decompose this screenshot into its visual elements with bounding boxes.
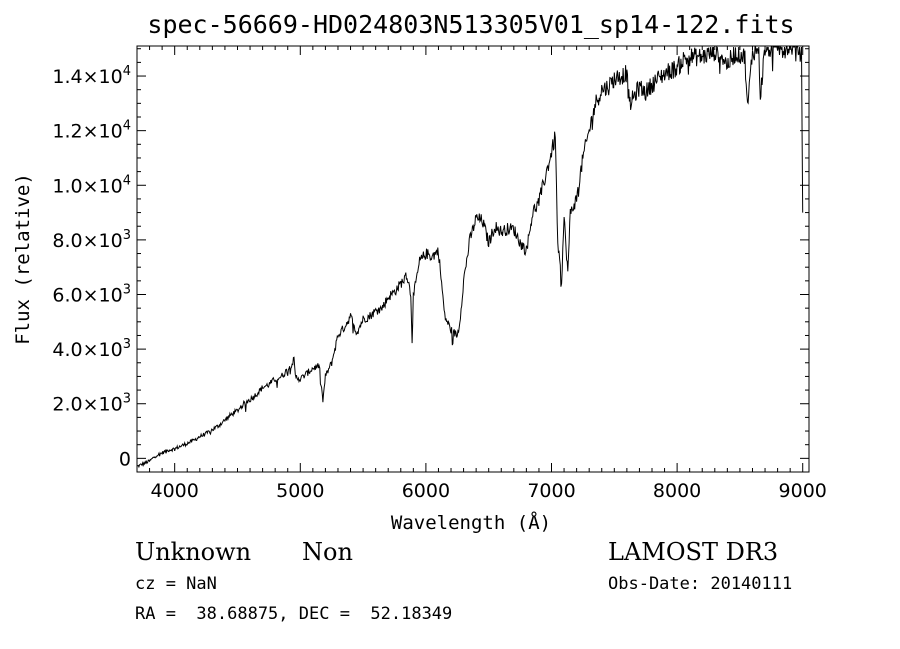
- class-label: Non: [302, 538, 353, 566]
- redshift-text: cz = NaN: [135, 574, 217, 594]
- obs-date-text: Obs-Date: 20140111: [608, 574, 793, 594]
- x-axis-label: Wavelength (Å): [391, 511, 551, 534]
- y-tick-label: 0: [119, 448, 131, 470]
- y-tick-label: 6.0×103: [52, 283, 131, 307]
- y-tick-label: 4.0×103: [52, 337, 131, 361]
- x-tick-label: 5000: [276, 480, 324, 502]
- y-tick-label: 2.0×103: [52, 392, 131, 416]
- axis-ticks: [136, 46, 809, 472]
- y-tick-label: 1.2×104: [52, 119, 131, 143]
- y-tick-label: 1.4×104: [52, 64, 131, 88]
- spectrum-line: [136, 46, 804, 469]
- spectrum-plot: spec-56669-HD024803N513305V01_sp14-122.f…: [12, 10, 827, 534]
- x-tick-label: 7000: [527, 480, 575, 502]
- chart-title: spec-56669-HD024803N513305V01_sp14-122.f…: [147, 10, 794, 39]
- x-tick-labels: 4000 5000 6000 7000 8000 9000: [151, 480, 827, 502]
- x-tick-label: 8000: [653, 480, 701, 502]
- y-tick-labels: 0 2.0×103 4.0×103 6.0×103 8.0×103 1.0×104 1.2×…: [52, 64, 131, 470]
- plot-frame: [136, 45, 810, 473]
- x-tick-label: 9000: [779, 480, 827, 502]
- survey-label: LAMOST DR3: [608, 538, 779, 566]
- y-tick-label: 1.0×104: [52, 173, 131, 197]
- coordinates-text: RA = 38.68875, DEC = 52.18349: [135, 604, 453, 624]
- y-tick-label: 8.0×103: [52, 228, 131, 252]
- y-axis-label: Flux (relative): [12, 173, 34, 345]
- x-tick-label: 6000: [402, 480, 450, 502]
- x-tick-label: 4000: [151, 480, 199, 502]
- object-name: Unknown: [135, 538, 252, 566]
